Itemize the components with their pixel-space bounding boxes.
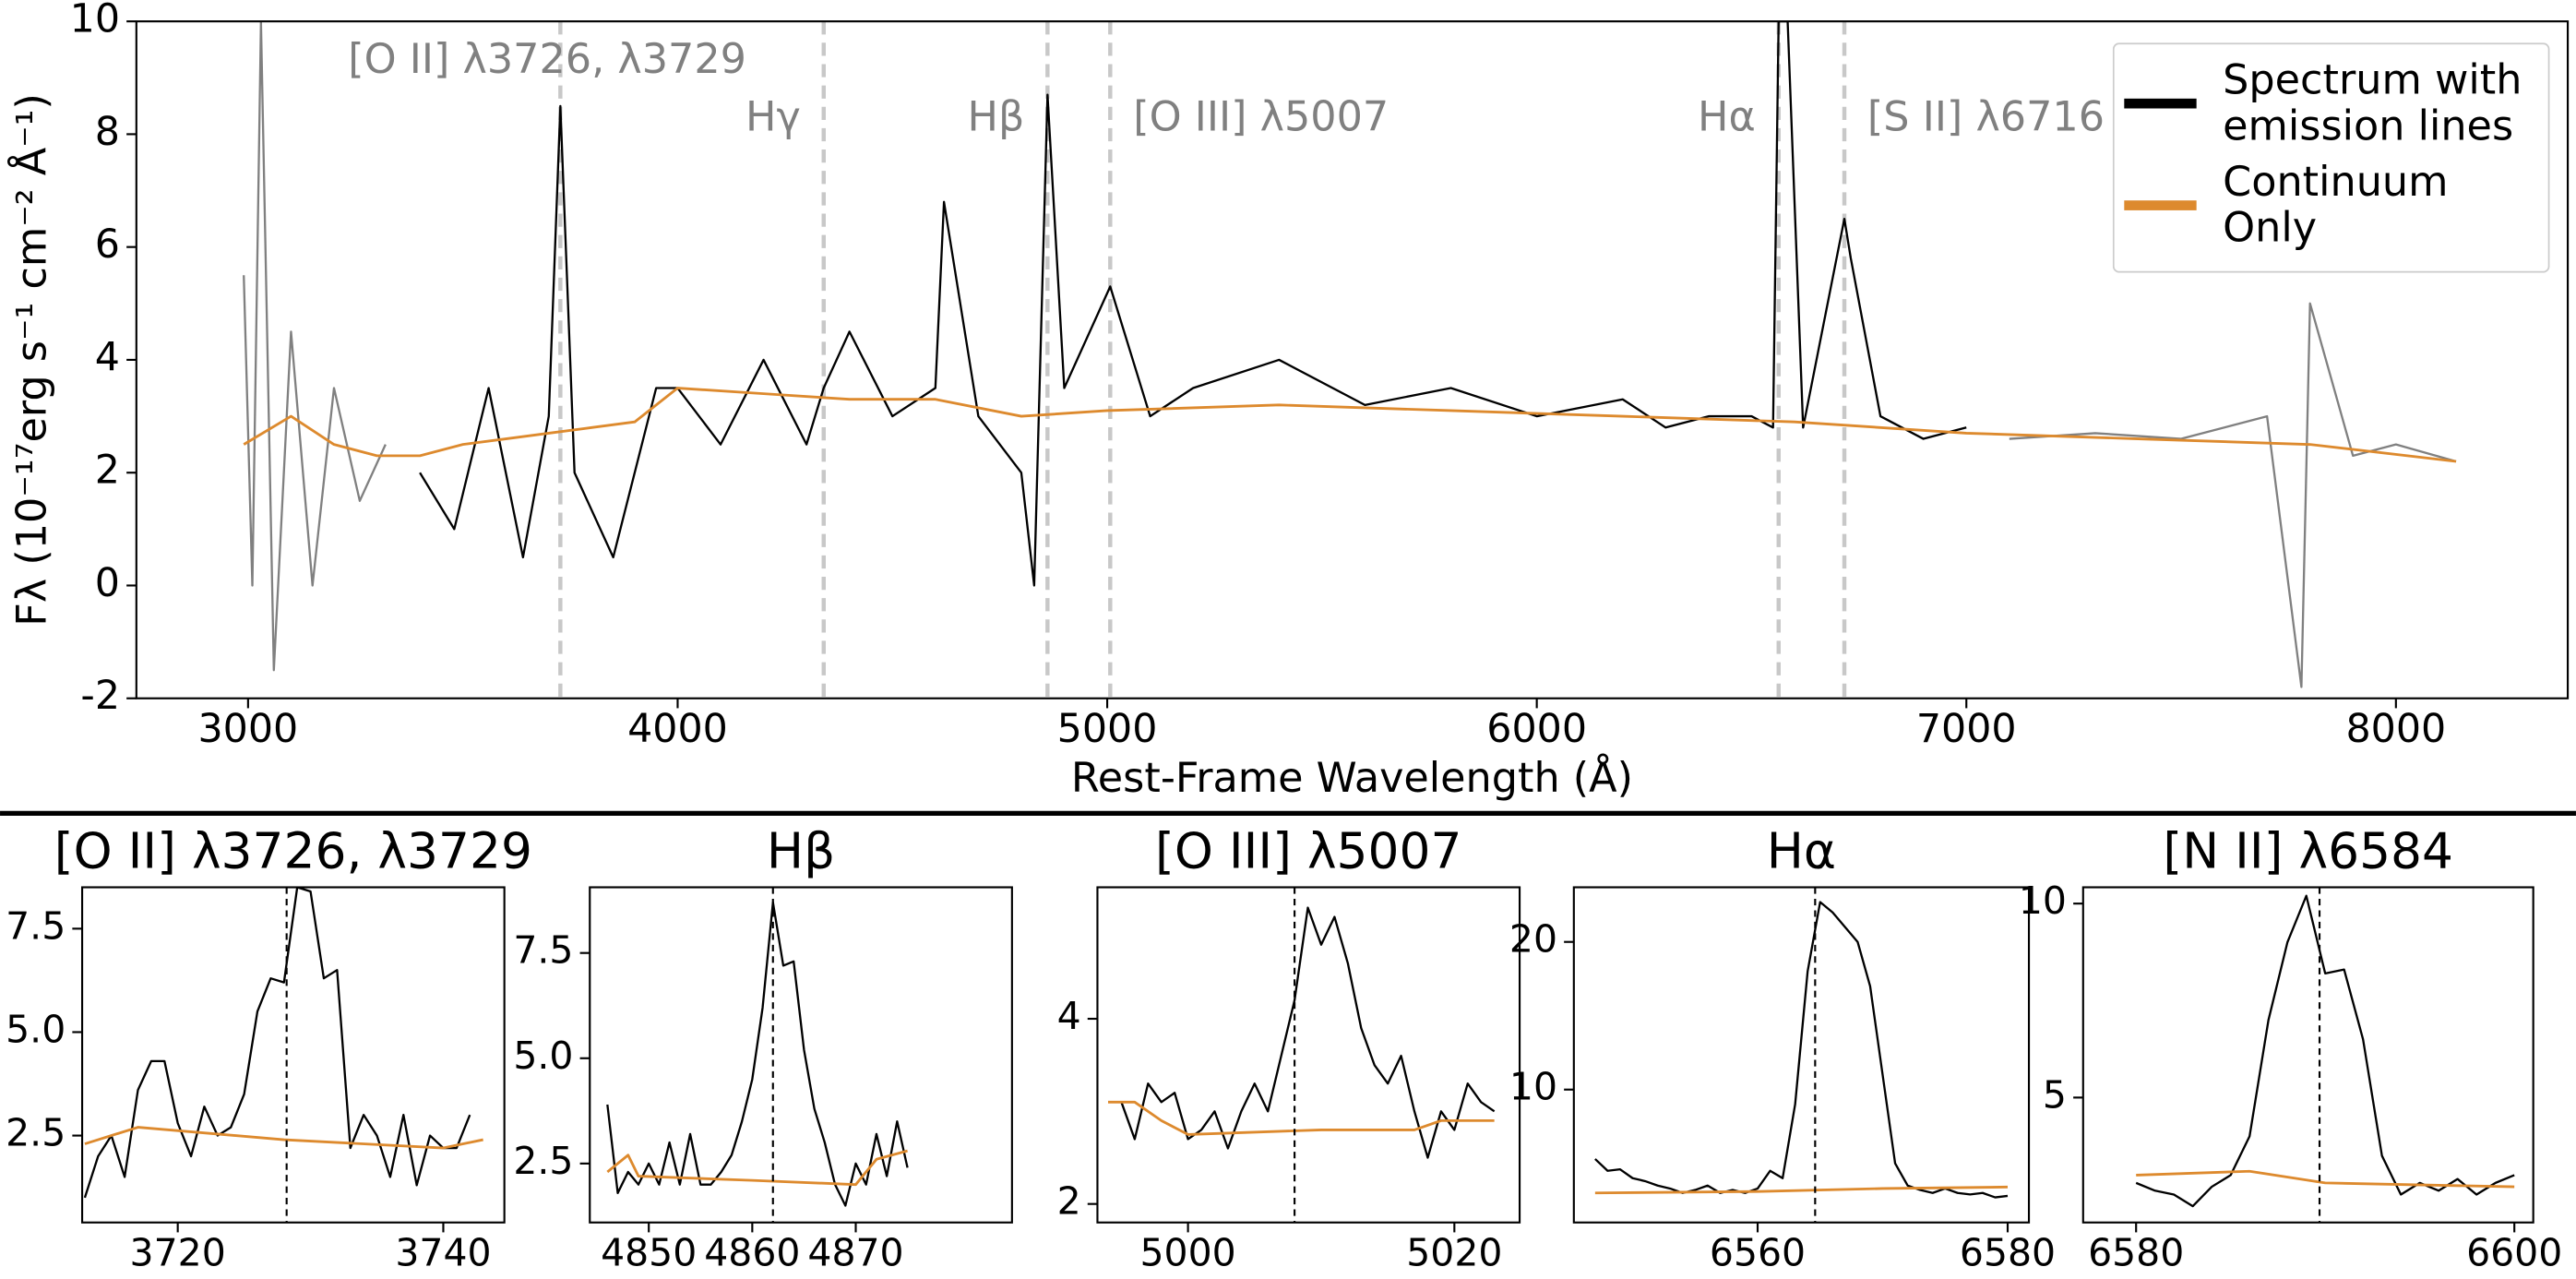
plot-area [1594,887,2009,1223]
y-tick-label: 10 [1509,1065,1557,1109]
y-tick-label: 5 [2043,1072,2067,1117]
legend-label: Continuum Only [2223,157,2449,252]
y-tick-label: 5.0 [513,1034,573,1078]
y-tick-label: 0 [95,560,120,606]
chart: 3000 4000 5000 6000 7000 8000 -2 0 2 4 6 8 10 [O II] … [6,0,2570,802]
annotation-label: Hγ [745,94,801,141]
legend-label: Spectrum with emission lines [2223,55,2522,150]
x-tick-label: 4870 [807,1230,903,1274]
y-tick-label: 20 [1509,917,1557,962]
series-line [419,21,1967,587]
series-line [2135,894,2515,1208]
series-line [83,887,471,1199]
chart-title: [O II] λ3726, λ3729 [54,822,532,880]
plot-area [2135,887,2515,1223]
y-tick-label: 10 [2019,879,2067,923]
axes-frame [2081,886,2534,1224]
axes-frame [1572,886,2031,1224]
y-tick-label: 4 [95,334,120,380]
y-tick-label: 7.5 [6,903,66,948]
x-tick-label: 5020 [1406,1230,1502,1274]
annotation-label: [O II] λ3726, λ3729 [348,36,746,83]
series-line [606,1149,908,1187]
y-tick-label: 5.0 [6,1007,66,1051]
series-line [84,1126,483,1150]
plot-area [1108,887,1496,1223]
axes-frame [589,886,1013,1224]
x-tick-label: 3740 [395,1230,491,1274]
chart: 6580 6600 5 10 [N II] λ6584 [2019,822,2562,1275]
legend-entry: Continuum Only [2124,157,2538,252]
y-tick-label: 8 [95,109,120,155]
axes-frame [135,20,2570,699]
y-tick-label: 6 [95,221,120,268]
series-line [1108,1100,1495,1136]
x-tick-label: 6000 [1486,706,1587,752]
series-line [606,901,909,1207]
legend-swatch [2124,200,2197,210]
x-tick-label: 3720 [130,1230,226,1274]
chart-title: Hβ [767,822,835,880]
chart: 5000 5020 2 4 [O III] λ5007 [1057,822,1521,1274]
annotation-label: [S II] λ6716 [1867,94,2105,141]
x-tick-label: 6600 [2466,1230,2562,1274]
y-tick-label: 2 [95,448,120,494]
x-tick-label: 6580 [2088,1230,2184,1274]
chart-title: [O III] λ5007 [1155,822,1461,880]
chart: 6560 6580 10 20 Hα [1509,822,2056,1275]
x-tick-label: 4000 [627,706,728,752]
x-tick-label: 3000 [198,706,299,752]
y-tick-label: 2.5 [6,1111,66,1155]
series-line [243,21,387,672]
chart-title: Hα [1767,822,1836,880]
legend-swatch [2124,98,2197,109]
x-tick-label: 6560 [1710,1230,1806,1274]
plot-area [606,887,909,1223]
y-tick-label: -2 [80,673,120,719]
annotation-label: Hα [1698,94,1756,141]
chart: 4850 4860 4870 2.5 5.0 7.5 Hβ [513,822,1013,1274]
series-line [2009,302,2457,688]
y-tick-label: 2.5 [513,1139,573,1183]
x-tick-label: 5000 [1140,1230,1236,1274]
plot-area [243,21,2457,699]
series-line [243,387,2457,463]
y-tick-label: 4 [1057,994,1081,1038]
y-tick-label: 2 [1057,1179,1081,1224]
annotation-label: Hβ [968,94,1025,141]
legend-entry: Spectrum with emission lines [2124,55,2538,150]
chart: 3720 3740 2.5 5.0 7.5 [O II] λ3726, λ3729 [6,822,532,1275]
x-tick-label: 7000 [1916,706,2017,752]
series-line [1108,906,1496,1159]
axes-frame [80,886,506,1224]
series-line [1594,1185,2009,1195]
x-axis-label: Rest-Frame Wavelength (Å) [1071,753,1633,802]
series-line [1594,901,2009,1199]
x-tick-label: 8000 [2345,706,2446,752]
x-tick-label: 5000 [1057,706,1158,752]
legend-box: Spectrum with emission lines Continuum On… [2112,42,2550,273]
plot-area [83,887,483,1223]
y-tick-label: 7.5 [513,928,573,973]
series-line [2136,1169,2515,1189]
y-tick-label: 10 [70,0,120,42]
axes-frame [1096,886,1521,1224]
x-tick-label: 4850 [601,1230,697,1274]
annotation-label: [O III] λ5007 [1133,94,1389,141]
x-tick-label: 4860 [704,1230,800,1274]
x-tick-label: 6580 [1960,1230,2056,1274]
chart-title: [N II] λ6584 [2163,822,2453,880]
y-axis-label: Fλ (10⁻¹⁷erg s⁻¹ cm⁻² Å⁻¹) [6,93,55,627]
